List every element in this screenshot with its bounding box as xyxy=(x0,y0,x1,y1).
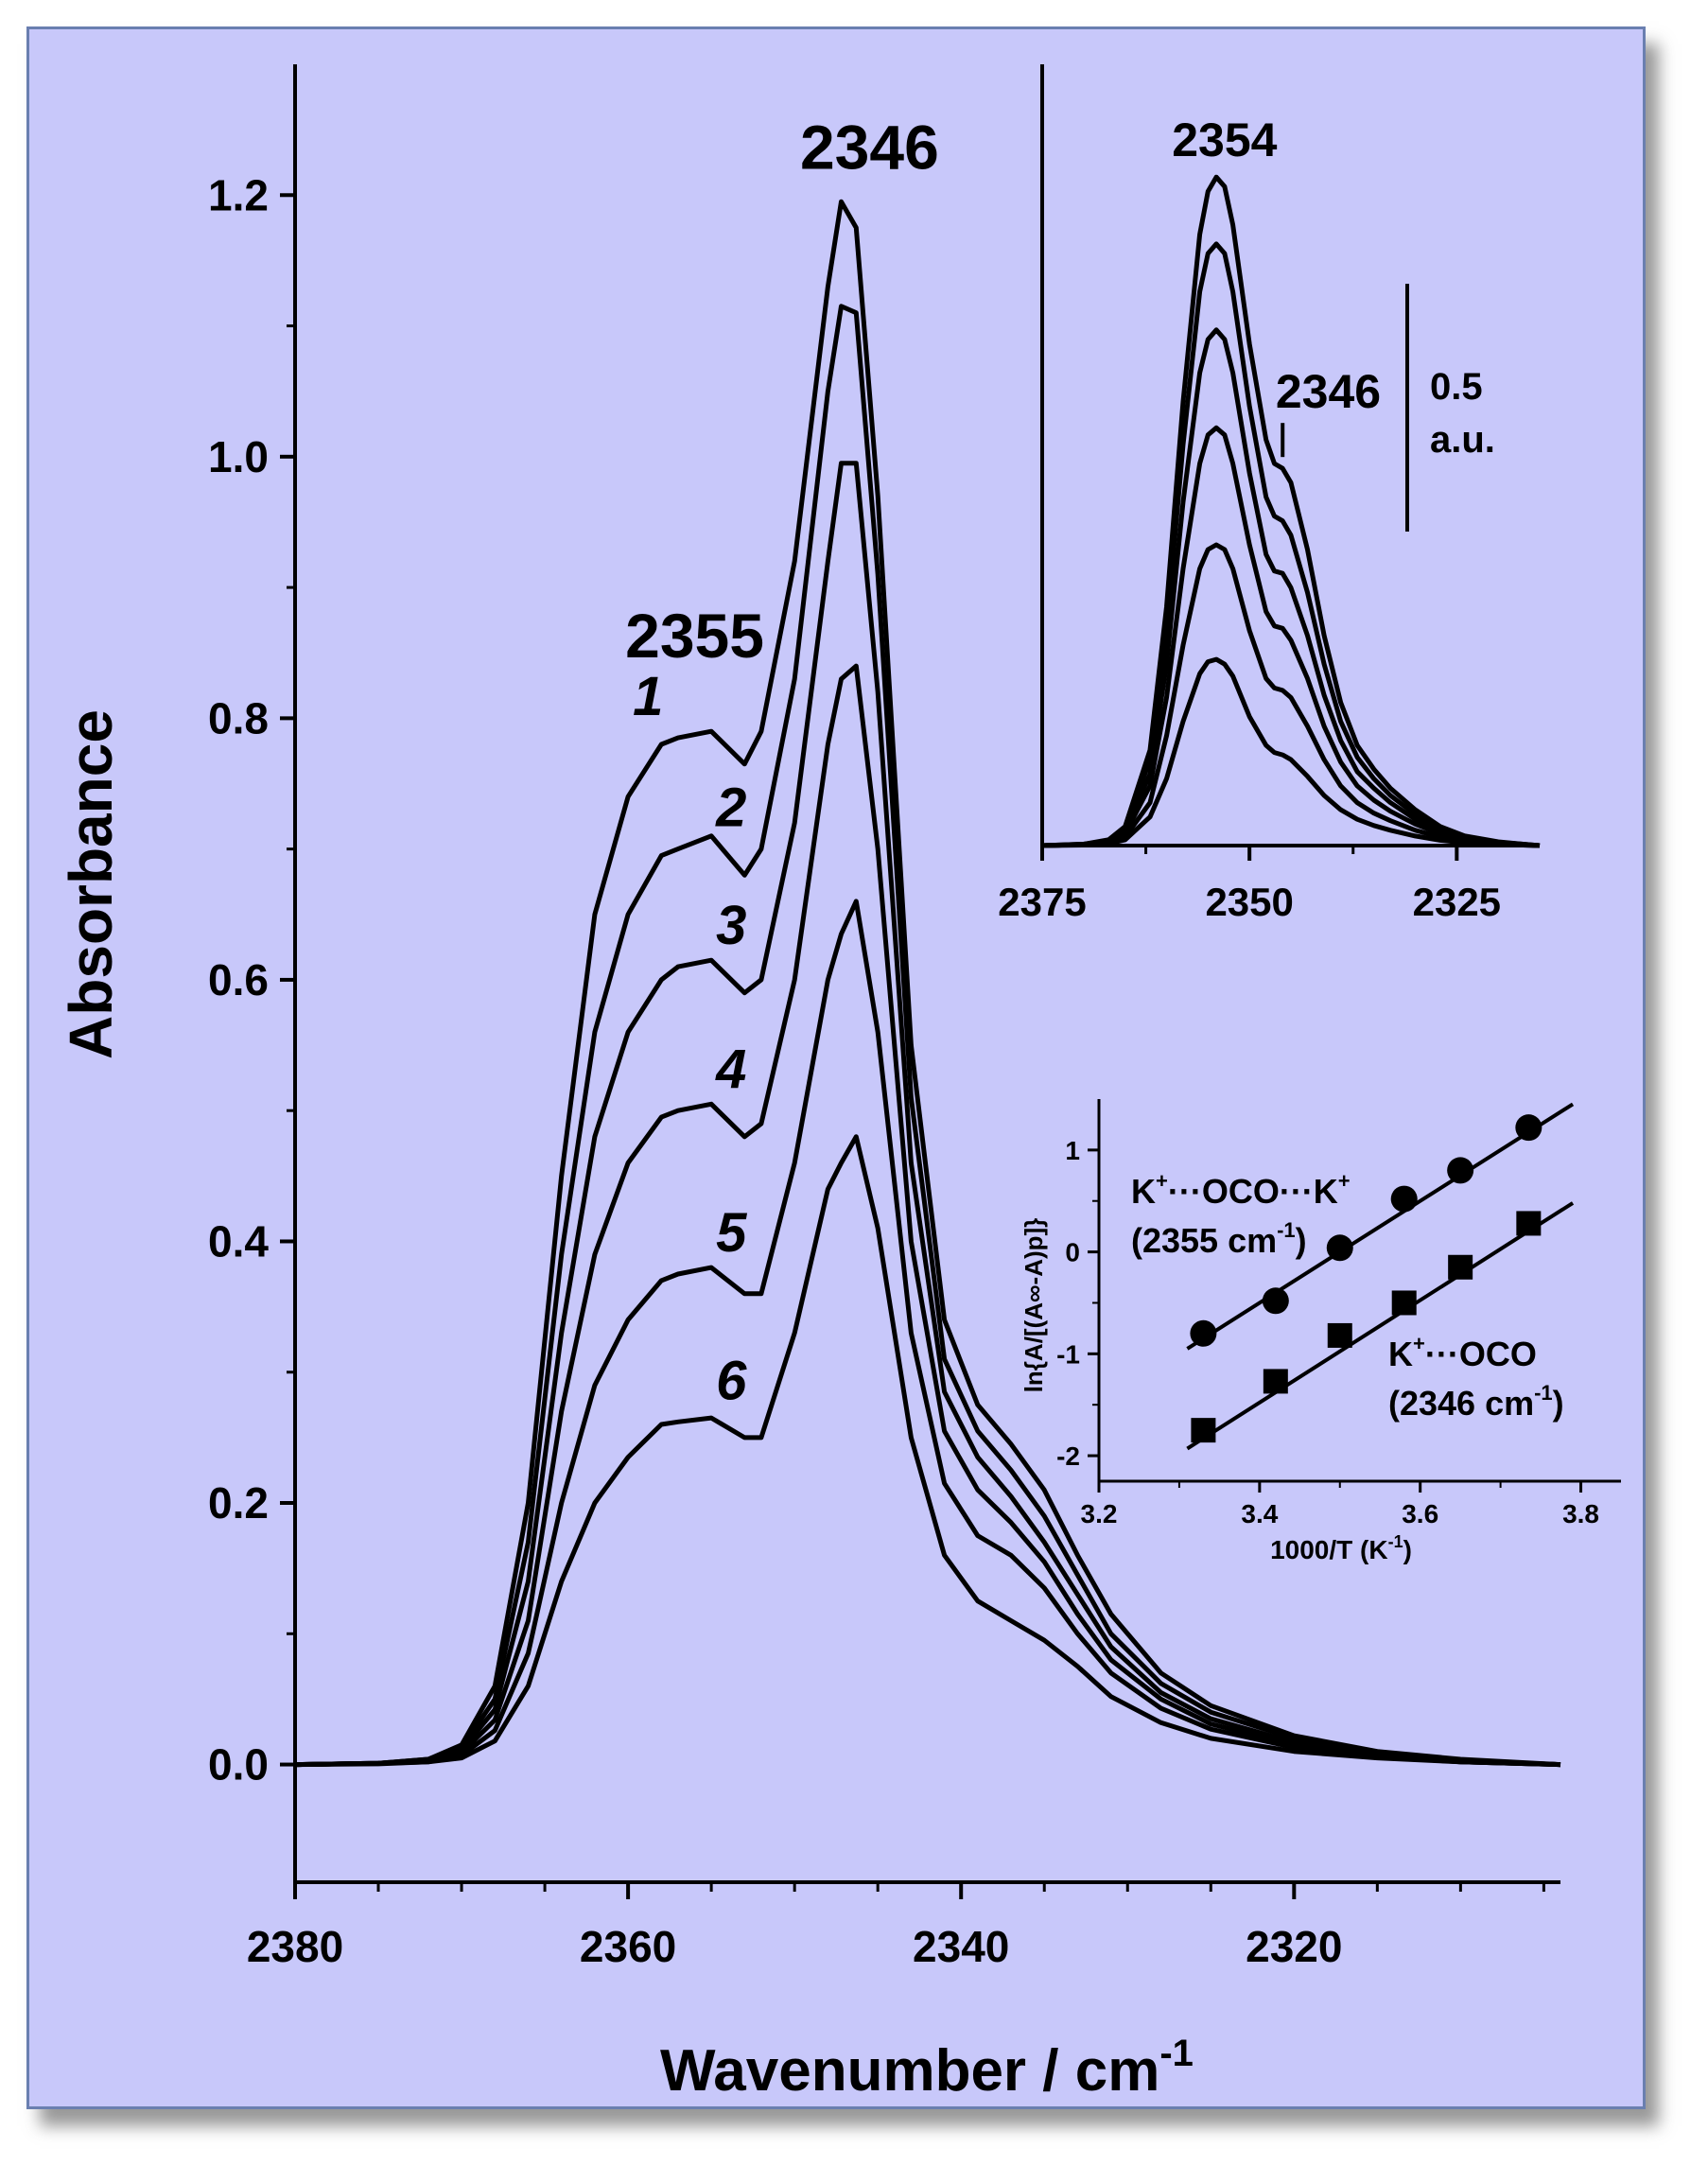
main-series-label-1: 1 xyxy=(633,666,663,727)
main-x-tick-label: 2360 xyxy=(580,1922,676,1971)
main-series-line-1 xyxy=(294,199,1561,1768)
main-x-tick-label: 2380 xyxy=(247,1922,343,1971)
arr-point-circle xyxy=(1262,1287,1289,1315)
main-y-tick-label: 0.0 xyxy=(208,1740,269,1790)
arr-x-axis-label-text: 1000/T (K xyxy=(1270,1535,1388,1564)
main-x-axis-label: Wavenumber / cm-1 xyxy=(660,2033,1194,2104)
scale-bar-value: 0.5 xyxy=(1430,366,1483,408)
main-series-label-4: 4 xyxy=(715,1039,746,1100)
arr-point-square xyxy=(1327,1322,1352,1348)
inset-series-line-2 xyxy=(1041,241,1541,848)
arr-fit-lines xyxy=(1186,1102,1575,1451)
main-series-label-3: 3 xyxy=(716,895,746,956)
main-series-line-5 xyxy=(294,899,1561,1768)
arr-y-tick-label: 0 xyxy=(1065,1238,1080,1267)
arr-x-axis-label-end: ) xyxy=(1403,1535,1412,1564)
arr-upper-plus1: + xyxy=(1156,1169,1168,1193)
main-x-tick-label: 2320 xyxy=(1246,1922,1342,1971)
arr-lower-label-line1: K+···OCO xyxy=(1388,1332,1537,1373)
arr-x-tick-label: 3.4 xyxy=(1241,1499,1278,1528)
inset-peak-label-2346: 2346 xyxy=(1276,365,1381,418)
arr-point-circle xyxy=(1390,1185,1418,1213)
arr-upper-k1: K xyxy=(1131,1172,1156,1211)
arr-point-circle xyxy=(1515,1114,1542,1142)
main-x-axis-label-sup: -1 xyxy=(1159,2033,1194,2074)
main-y-tick-label: 0.2 xyxy=(208,1478,269,1528)
inset-x-tick-label: 2375 xyxy=(998,880,1086,924)
arr-point-square xyxy=(1191,1418,1216,1443)
arr-x-tick-label: 3.8 xyxy=(1562,1499,1599,1528)
arr-lower-plus: + xyxy=(1413,1332,1425,1355)
arr-lower-k: K xyxy=(1388,1335,1413,1373)
arr-upper-label-line2: (2355 cm-1) xyxy=(1131,1218,1307,1260)
inset-series-line-4 xyxy=(1041,425,1541,848)
inset-x-tick-label: 2325 xyxy=(1413,880,1501,924)
arr-x-tick-label: 3.6 xyxy=(1402,1499,1438,1528)
main-chart: 0.00.20.40.60.81.01.2 2380 2360 2340 2320 1… xyxy=(57,64,1561,2104)
inset-arrhenius-chart: 3.2 3.4 3.6 3.8 -2 -1 0 1 ln{A/[(A∞-A)p]} 1000/… xyxy=(1020,1099,1621,1564)
arr-y-tick-label: -2 xyxy=(1056,1441,1080,1471)
inset-series-line-6 xyxy=(1041,656,1541,848)
main-x-axis-label-text: Wavenumber / cm xyxy=(660,2038,1159,2104)
main-y-tick-label: 1.0 xyxy=(208,432,269,481)
arr-lower-end: ) xyxy=(1553,1384,1564,1423)
arr-y-axis-label: ln{A/[(A∞-A)p]} xyxy=(1020,1218,1048,1393)
main-series-line-3 xyxy=(294,461,1561,1768)
arr-y-tick-label: 1 xyxy=(1065,1136,1080,1165)
inset-x-tick-label: 2350 xyxy=(1205,880,1293,924)
arr-point-circle xyxy=(1190,1319,1217,1347)
inset-series-line-1 xyxy=(1041,174,1541,848)
main-series-line-2 xyxy=(294,304,1561,1768)
main-y-ticks: 0.0 0.2 0.4 0.6 0.8 1.0 1.2 xyxy=(208,170,295,1790)
arr-ticks: 3.2 3.4 3.6 3.8 -2 -1 0 1 xyxy=(1056,1136,1599,1528)
arr-x-axis-label-sup: -1 xyxy=(1388,1532,1403,1551)
main-series-line-6 xyxy=(294,1134,1561,1768)
arr-lower-oco: ···OCO xyxy=(1425,1335,1537,1373)
peak-label-2346: 2346 xyxy=(800,112,939,182)
arr-upper-wavenumber: (2355 cm xyxy=(1131,1221,1277,1260)
arr-fit-line-1 xyxy=(1186,1102,1575,1351)
inset-x-ticks: 2375 2350 2325 xyxy=(998,846,1501,924)
arr-fit-line-2 xyxy=(1186,1201,1575,1451)
main-series-label-6: 6 xyxy=(716,1350,747,1411)
main-x-ticks: 2380 2360 2340 2320 xyxy=(247,1882,1545,1971)
main-y-tick-label: 0.8 xyxy=(208,693,269,742)
arr-upper-end: ) xyxy=(1296,1221,1307,1260)
arr-point-square xyxy=(1263,1369,1288,1394)
arr-upper-label-line1: K+···OCO···K+ xyxy=(1131,1169,1351,1211)
inset-peak-label-2354: 2354 xyxy=(1172,114,1277,166)
arr-data-points xyxy=(1190,1114,1542,1443)
scale-bar-unit: a.u. xyxy=(1430,419,1495,461)
arr-point-square xyxy=(1516,1211,1542,1236)
main-series-line-4 xyxy=(294,663,1561,1768)
peak-label-2355: 2355 xyxy=(625,601,764,671)
arr-x-axis-label: 1000/T (K-1) xyxy=(1270,1532,1412,1564)
arr-y-tick-label: -1 xyxy=(1056,1339,1080,1369)
main-y-tick-label: 0.4 xyxy=(208,1216,269,1266)
main-series-label-5: 5 xyxy=(716,1202,747,1264)
inset-series-line-3 xyxy=(1041,327,1541,848)
arr-point-circle xyxy=(1326,1234,1353,1262)
arr-lower-label-line2: (2346 cm-1) xyxy=(1388,1381,1564,1423)
main-y-tick-label: 1.2 xyxy=(208,170,269,219)
inset-spectra-chart: 2375 2350 2325 2354 2346 0.5 a.u. xyxy=(998,64,1541,924)
inset-series-line-5 xyxy=(1041,542,1541,848)
arr-point-square xyxy=(1448,1254,1473,1280)
arr-point-circle xyxy=(1447,1157,1474,1184)
main-y-axis-label: Absorbance xyxy=(57,709,125,1059)
main-x-tick-label: 2340 xyxy=(913,1922,1009,1971)
inset-series-group xyxy=(1041,174,1541,848)
arr-point-square xyxy=(1391,1290,1417,1316)
arr-upper-plus2: + xyxy=(1338,1169,1351,1193)
arr-lower-wavenumber: (2346 cm xyxy=(1388,1384,1534,1423)
arr-upper-sup: -1 xyxy=(1277,1218,1296,1242)
arr-upper-oco: ···OCO···K xyxy=(1168,1172,1338,1211)
main-y-tick-label: 0.6 xyxy=(208,955,269,1004)
arr-lower-sup: -1 xyxy=(1534,1381,1553,1405)
main-series-label-2: 2 xyxy=(715,777,746,839)
arr-x-tick-label: 3.2 xyxy=(1081,1499,1118,1528)
